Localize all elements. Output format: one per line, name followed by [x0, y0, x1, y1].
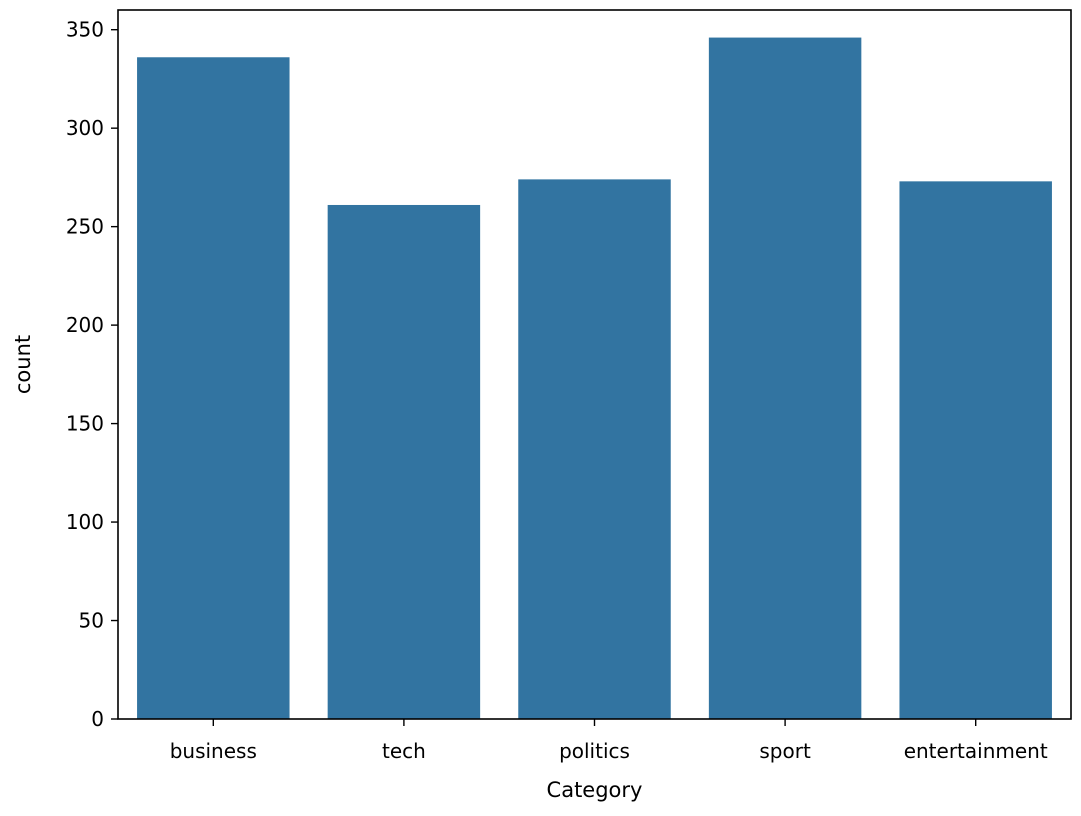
- bars-layer: [137, 37, 1052, 720]
- y-tick-label: 300: [66, 116, 104, 140]
- bar-tech: [327, 204, 481, 720]
- x-axis: business tech politics sport entertainment: [170, 719, 1048, 763]
- x-axis-label: Category: [547, 778, 643, 802]
- y-tick-label: 150: [66, 412, 104, 436]
- bar-entertainment: [899, 181, 1052, 719]
- bar-politics: [518, 179, 671, 720]
- bar-business: [137, 57, 290, 720]
- y-tick-label: 0: [91, 707, 104, 731]
- x-tick-label: tech: [382, 739, 426, 763]
- bar-sport: [708, 37, 862, 720]
- y-axis-label: count: [11, 335, 35, 394]
- x-tick-label: entertainment: [904, 739, 1048, 763]
- y-tick-label: 350: [66, 18, 104, 42]
- y-tick-label: 100: [66, 510, 104, 534]
- y-tick-label: 50: [79, 609, 104, 633]
- plot-frame: [117, 9, 1072, 720]
- y-axis: 0 50 100 150 200 250 300 350: [66, 18, 118, 731]
- y-tick-label: 200: [66, 313, 104, 337]
- y-tick-label: 250: [66, 215, 104, 239]
- x-tick-label: business: [170, 739, 257, 763]
- x-tick-label: sport: [759, 739, 811, 763]
- x-tick-label: politics: [559, 739, 630, 763]
